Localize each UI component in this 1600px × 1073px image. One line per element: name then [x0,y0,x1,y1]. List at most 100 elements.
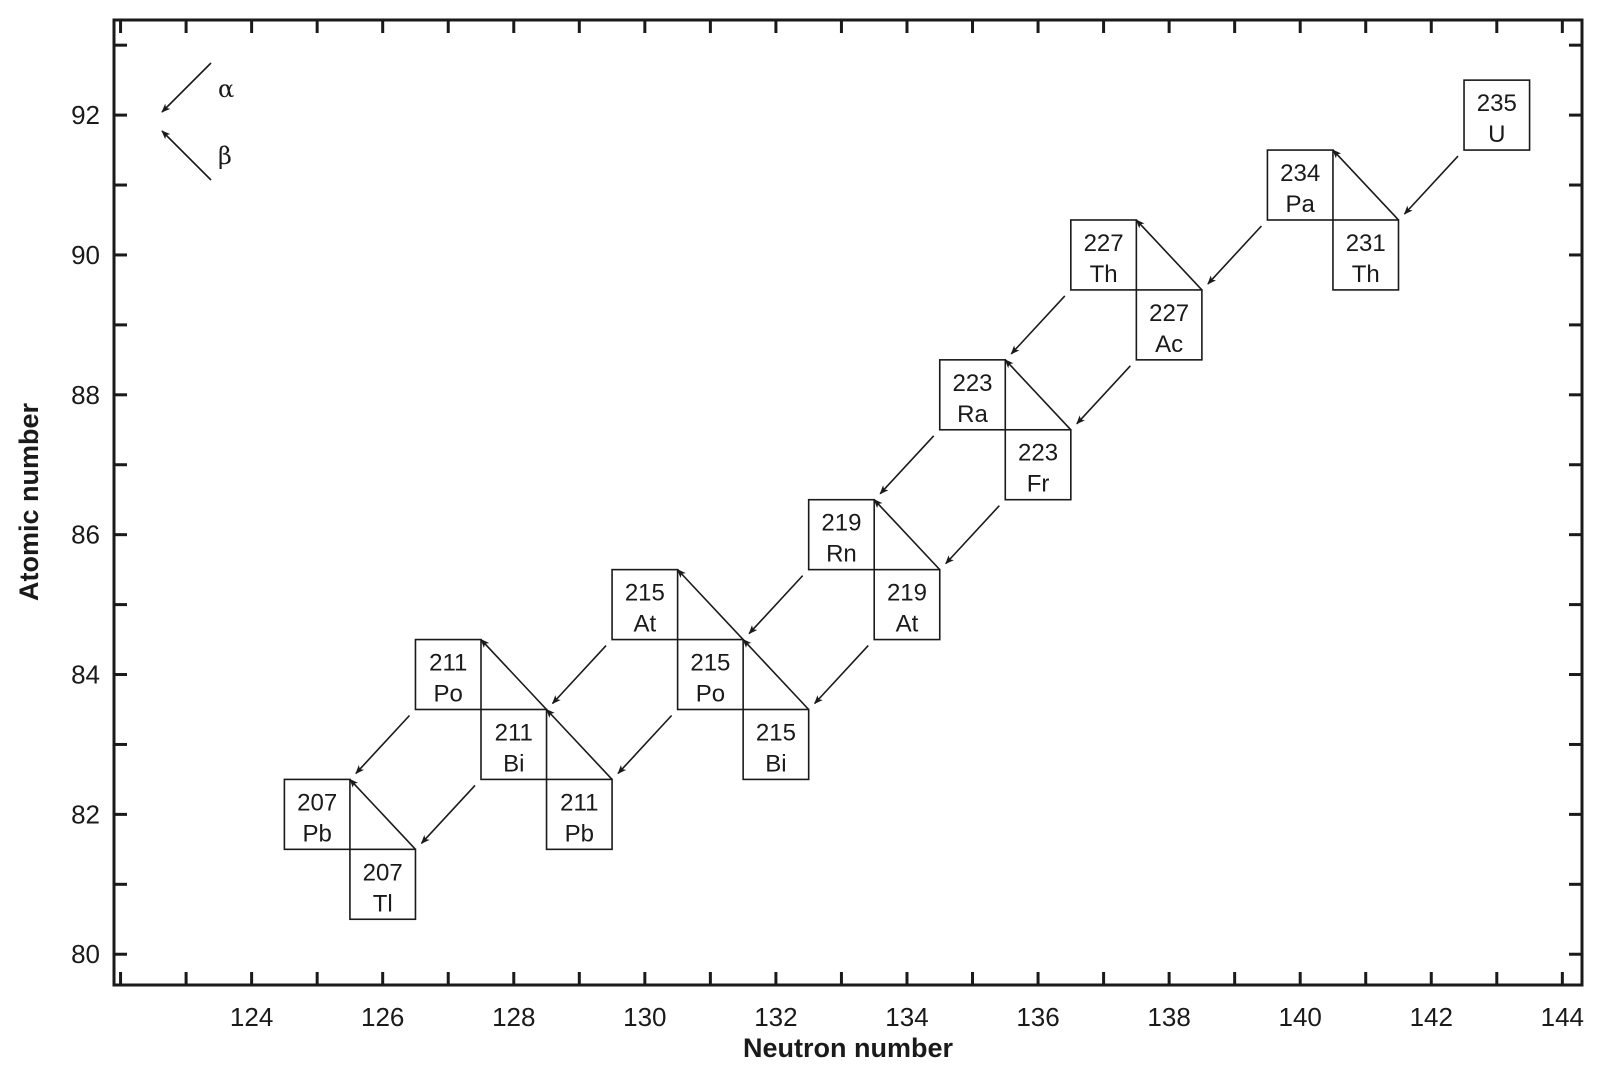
nuclide-frame [414,638,482,711]
beta-decay-arrow [1004,359,1072,431]
nuclide-symbol: Bi [765,750,786,777]
nuclide-mass: 215 [690,650,730,677]
nuclide-symbol: U [1488,121,1505,148]
beta-decay-arrow [349,778,417,850]
alpha-decay-arrow [551,645,607,705]
nuclide-frame [676,638,744,711]
nuclide-frame [1004,428,1072,501]
y-tick-label: 84 [71,660,100,690]
nuclide-symbol: Pb [302,820,331,847]
nuclide-box: 211 Pb [545,778,613,851]
beta-decay-arrow [480,638,548,711]
nuclide-frame [283,778,351,851]
y-tick-label: 86 [71,520,100,550]
nuclide-mass: 215 [625,580,665,607]
alpha-decay-arrow [355,714,411,775]
x-tick-label: 132 [754,1002,797,1032]
nuclide-box: 227 Ac [1135,289,1203,361]
x-tick-label: 136 [1016,1002,1059,1032]
nuclide-mass: 227 [1149,300,1189,327]
nuclide-mass: 215 [756,719,796,746]
beta-decay-arrow [873,499,941,571]
y-tick-label: 92 [71,100,100,130]
alpha-decay-arrow [420,784,476,845]
x-tick-label: 138 [1147,1002,1190,1032]
alpha-decay-arrow [1076,365,1131,425]
nuclide-box: 235 U [1463,79,1531,151]
nuclide-box: 215 At [611,568,679,641]
x-tick-label: 134 [885,1002,928,1032]
nuclide-mass: 231 [1346,230,1386,257]
nuclide-box: 219 Rn [807,498,876,571]
nuclide-frame [1266,149,1334,221]
beta-decay-arrow [545,708,613,780]
nuclide-mass: 219 [887,580,927,607]
x-tick-label: 128 [492,1002,535,1032]
nuclide-mass: 227 [1084,230,1124,257]
y-tick-label: 82 [71,799,100,829]
nuclide-mass: 211 [560,789,598,816]
nuclide-box: 227 Th [1070,219,1138,291]
x-tick-label: 142 [1410,1002,1453,1032]
nuclide-mass: 223 [952,370,992,397]
x-tick-label: 140 [1279,1002,1322,1032]
nuclide-mass: 211 [429,650,467,677]
alpha-decay-arrow [945,505,1000,565]
alpha-decay-arrow [1010,295,1066,355]
nuclide-frame [1332,219,1400,291]
y-tick-label: 90 [71,240,100,270]
nuclide-symbol: At [633,611,656,638]
legend-beta-label: β [218,142,232,170]
nuclide-frame [480,708,548,781]
decay-arrows [349,149,1459,850]
nuclide-mass: 211 [495,719,533,746]
nuclide-symbol: Th [1090,261,1118,288]
nuclide-symbol: Pb [565,820,594,847]
nuclide-box: 207 Tl [349,848,417,921]
nuclide-frame [349,848,417,921]
nuclide-box: 215 Po [676,638,744,711]
x-tick-label: 144 [1541,1002,1584,1032]
axis-tick-labels: 124 126 128 130 132 134 136 138 140 142 144 80 82 84 8… [71,100,1584,1032]
alpha-decay-arrow [814,645,869,705]
nuclide-boxes: 235U231Th234Pa227Ac227Th223Fr223Ra219At2… [283,79,1531,921]
beta-decay-arrow [742,638,810,711]
x-tick-label: 126 [361,1002,404,1032]
nuclide-mass: 234 [1280,160,1320,187]
nuclide-frame [938,359,1007,431]
nuclide-symbol: Ra [957,401,988,428]
nuclide-mass: 207 [297,789,337,816]
nuclide-symbol: Po [434,681,463,708]
y-axis-title: Atomic number [14,403,44,602]
alpha-decay-arrow [879,435,935,495]
nuclide-box: 207 Pb [283,778,351,851]
alpha-decay-arrow [1207,225,1263,285]
nuclide-box: 215 Bi [742,708,810,781]
nuclide-frame [545,778,613,851]
x-axis-title: Neutron number [743,1033,953,1063]
legend-alpha-label: α [218,75,234,103]
nuclide-frame [742,708,810,781]
nuclide-symbol: Po [696,681,725,708]
nuclide-symbol: Th [1352,261,1380,288]
nuclide-box: 223 Ra [938,359,1007,431]
nuclide-frame [1070,219,1138,291]
nuclide-frame [611,568,679,641]
nuclide-box: 231 Th [1332,219,1400,291]
beta-decay-arrow [1135,219,1203,291]
beta-decay-arrow [676,568,744,641]
nuclide-symbol: Ac [1155,331,1183,358]
alpha-decay-arrow [748,575,804,635]
nuclide-symbol: Tl [373,890,393,917]
nuclide-mass: 223 [1018,440,1058,467]
nuclide-symbol: At [896,611,919,638]
nuclide-symbol: Bi [503,750,524,777]
decay-legend: α β [161,62,234,181]
nuclide-symbol: Fr [1027,471,1050,498]
nuclide-frame [1135,289,1203,361]
nuclide-box: 234 Pa [1266,149,1334,221]
nuclide-frame [873,568,941,641]
nuclide-frame [807,498,876,571]
alpha-decay-arrow [1403,155,1459,215]
